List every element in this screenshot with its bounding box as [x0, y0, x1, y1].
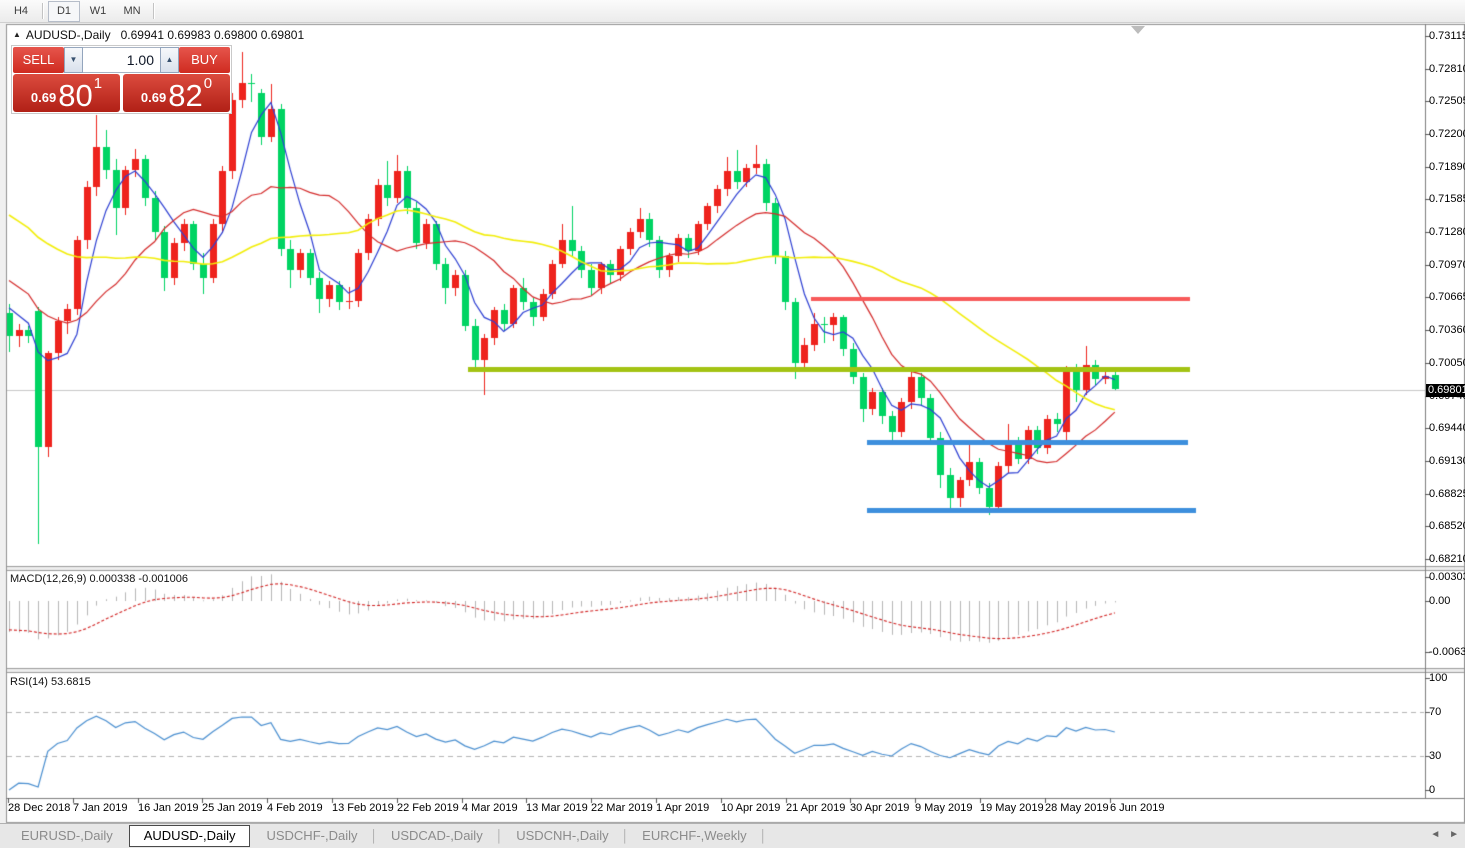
tab-usdcnh-daily[interactable]: USDCNH-,Daily	[516, 828, 609, 843]
date-tick-label: 13 Mar 2019	[526, 802, 588, 814]
axis-tick-label: 0.68520	[1429, 520, 1465, 532]
tab-separator: │	[370, 829, 378, 843]
axis-tick-label: 0.70050	[1429, 357, 1465, 369]
buy-price-superscript: 0	[203, 75, 213, 92]
date-tick-label: 19 May 2019	[980, 802, 1044, 814]
sell-price-superscript: 1	[93, 75, 103, 92]
collapse-arrow-icon[interactable]: ▲	[13, 30, 21, 39]
current-price-tag: 0.69801	[1426, 384, 1465, 397]
chart-shift-marker-icon[interactable]	[1131, 26, 1145, 34]
tab-usdcad-daily[interactable]: USDCAD-,Daily	[390, 828, 483, 843]
date-tick-label: 10 Apr 2019	[721, 802, 781, 814]
tab-separator: │	[621, 829, 630, 843]
chart-tabs-bar: EURUSD-,Daily AUDUSD-,Daily USDCHF-,Dail…	[0, 823, 1465, 848]
axis-tick-label: 0.69130	[1429, 455, 1465, 467]
date-tick-label: 28 Dec 2018	[8, 802, 71, 814]
axis-tick-label: 0.00	[1429, 595, 1451, 607]
date-tick-label: 22 Feb 2019	[397, 802, 459, 814]
buy-price-box[interactable]: 0.69 82 0	[123, 74, 230, 112]
date-tick-label: 16 Jan 2019	[138, 802, 199, 814]
axis-tick-label: 0.72505	[1429, 95, 1465, 107]
date-tick-label: 28 May 2019	[1045, 802, 1109, 814]
axis-tick-label: 70	[1429, 706, 1442, 718]
axis-tick-label: 0.70970	[1429, 259, 1465, 271]
date-tick-label: 7 Jan 2019	[73, 802, 128, 814]
date-tick-label: 6 Jun 2019	[1110, 802, 1165, 814]
axis-tick-label: 0.72810	[1429, 63, 1465, 75]
tab-eurusd-daily[interactable]: EURUSD-,Daily	[21, 828, 113, 843]
axis-tick-label: 0.003035	[1429, 571, 1465, 583]
date-tick-label: 21 Apr 2019	[786, 802, 846, 814]
date-tick-label: 25 Jan 2019	[202, 802, 263, 814]
date-tick-label: 1 Apr 2019	[656, 802, 710, 814]
one-click-trading-panel: SELL ▼ 1.00 ▲ BUY 0.69 80 1 0.69 82 0	[11, 45, 232, 114]
tab-eurchf-weekly[interactable]: EURCHF-,Weekly	[642, 828, 747, 843]
buy-button[interactable]: BUY	[179, 47, 230, 73]
tab-usdchf-daily[interactable]: USDCHF-,Daily	[266, 828, 358, 843]
rsi-indicator-label: RSI(14) 53.6815	[10, 676, 91, 688]
buy-price-big: 82	[168, 78, 203, 113]
tab-separator: │	[495, 829, 504, 843]
price-axis: 0.73115 0.72810 0.72505 0.72200 0.71890 0.715…	[1429, 0, 1465, 820]
volume-increase-button[interactable]: ▲	[160, 47, 179, 73]
axis-tick-label: 0.73115	[1429, 30, 1465, 42]
date-tick-label: 13 Feb 2019	[332, 802, 394, 814]
tab-scroll-arrows: ◄ ►	[1424, 829, 1459, 840]
date-axis: 28 Dec 2018 7 Jan 2019 16 Jan 2019 25 Jan 2…	[0, 802, 1420, 818]
axis-tick-label: 0.68210	[1429, 553, 1465, 565]
tab-scroll-left[interactable]: ◄	[1430, 829, 1441, 840]
axis-tick-label: 0.72200	[1429, 128, 1465, 140]
date-tick-label: 4 Mar 2019	[462, 802, 518, 814]
axis-tick-label: 0.69440	[1429, 422, 1465, 434]
tab-separator: │	[759, 829, 768, 843]
volume-input[interactable]: 1.00	[83, 47, 160, 73]
date-tick-label: 30 Apr 2019	[850, 802, 910, 814]
axis-tick-label: 100	[1429, 672, 1448, 684]
axis-tick-label: 30	[1429, 750, 1442, 762]
chart-symbol-period: AUDUSD-,Daily	[25, 28, 111, 42]
axis-tick-label: 0.71890	[1429, 161, 1465, 173]
tab-audusd-daily[interactable]: AUDUSD-,Daily	[128, 825, 251, 847]
axis-tick-label: 0.70360	[1429, 324, 1465, 336]
axis-tick-label: 0	[1429, 784, 1436, 796]
axis-tick-label: 0.71585	[1429, 193, 1465, 205]
axis-tick-label: 0.71280	[1429, 226, 1465, 238]
axis-tick-label: 0.68825	[1429, 488, 1465, 500]
tab-scroll-right[interactable]: ►	[1449, 829, 1459, 840]
date-tick-label: 9 May 2019	[915, 802, 973, 814]
axis-tick-label: 0.70665	[1429, 291, 1465, 303]
volume-decrease-button[interactable]: ▼	[64, 47, 83, 73]
sell-price-big: 80	[58, 78, 93, 113]
chart-ohlc-values: 0.69941 0.69983 0.69800 0.69801	[120, 28, 305, 42]
chart-title: ▲ AUDUSD-,Daily 0.69941 0.69983 0.69800 0.…	[13, 28, 304, 42]
sell-price-prefix: 0.69	[30, 90, 57, 105]
date-tick-label: 4 Feb 2019	[267, 802, 323, 814]
axis-tick-label: -0.006311	[1429, 646, 1465, 658]
sell-price-box[interactable]: 0.69 80 1	[13, 74, 120, 112]
buy-price-prefix: 0.69	[140, 90, 167, 105]
sell-button[interactable]: SELL	[13, 47, 64, 73]
date-tick-label: 22 Mar 2019	[591, 802, 653, 814]
macd-indicator-label: MACD(12,26,9) 0.000338 -0.001006	[10, 573, 188, 585]
